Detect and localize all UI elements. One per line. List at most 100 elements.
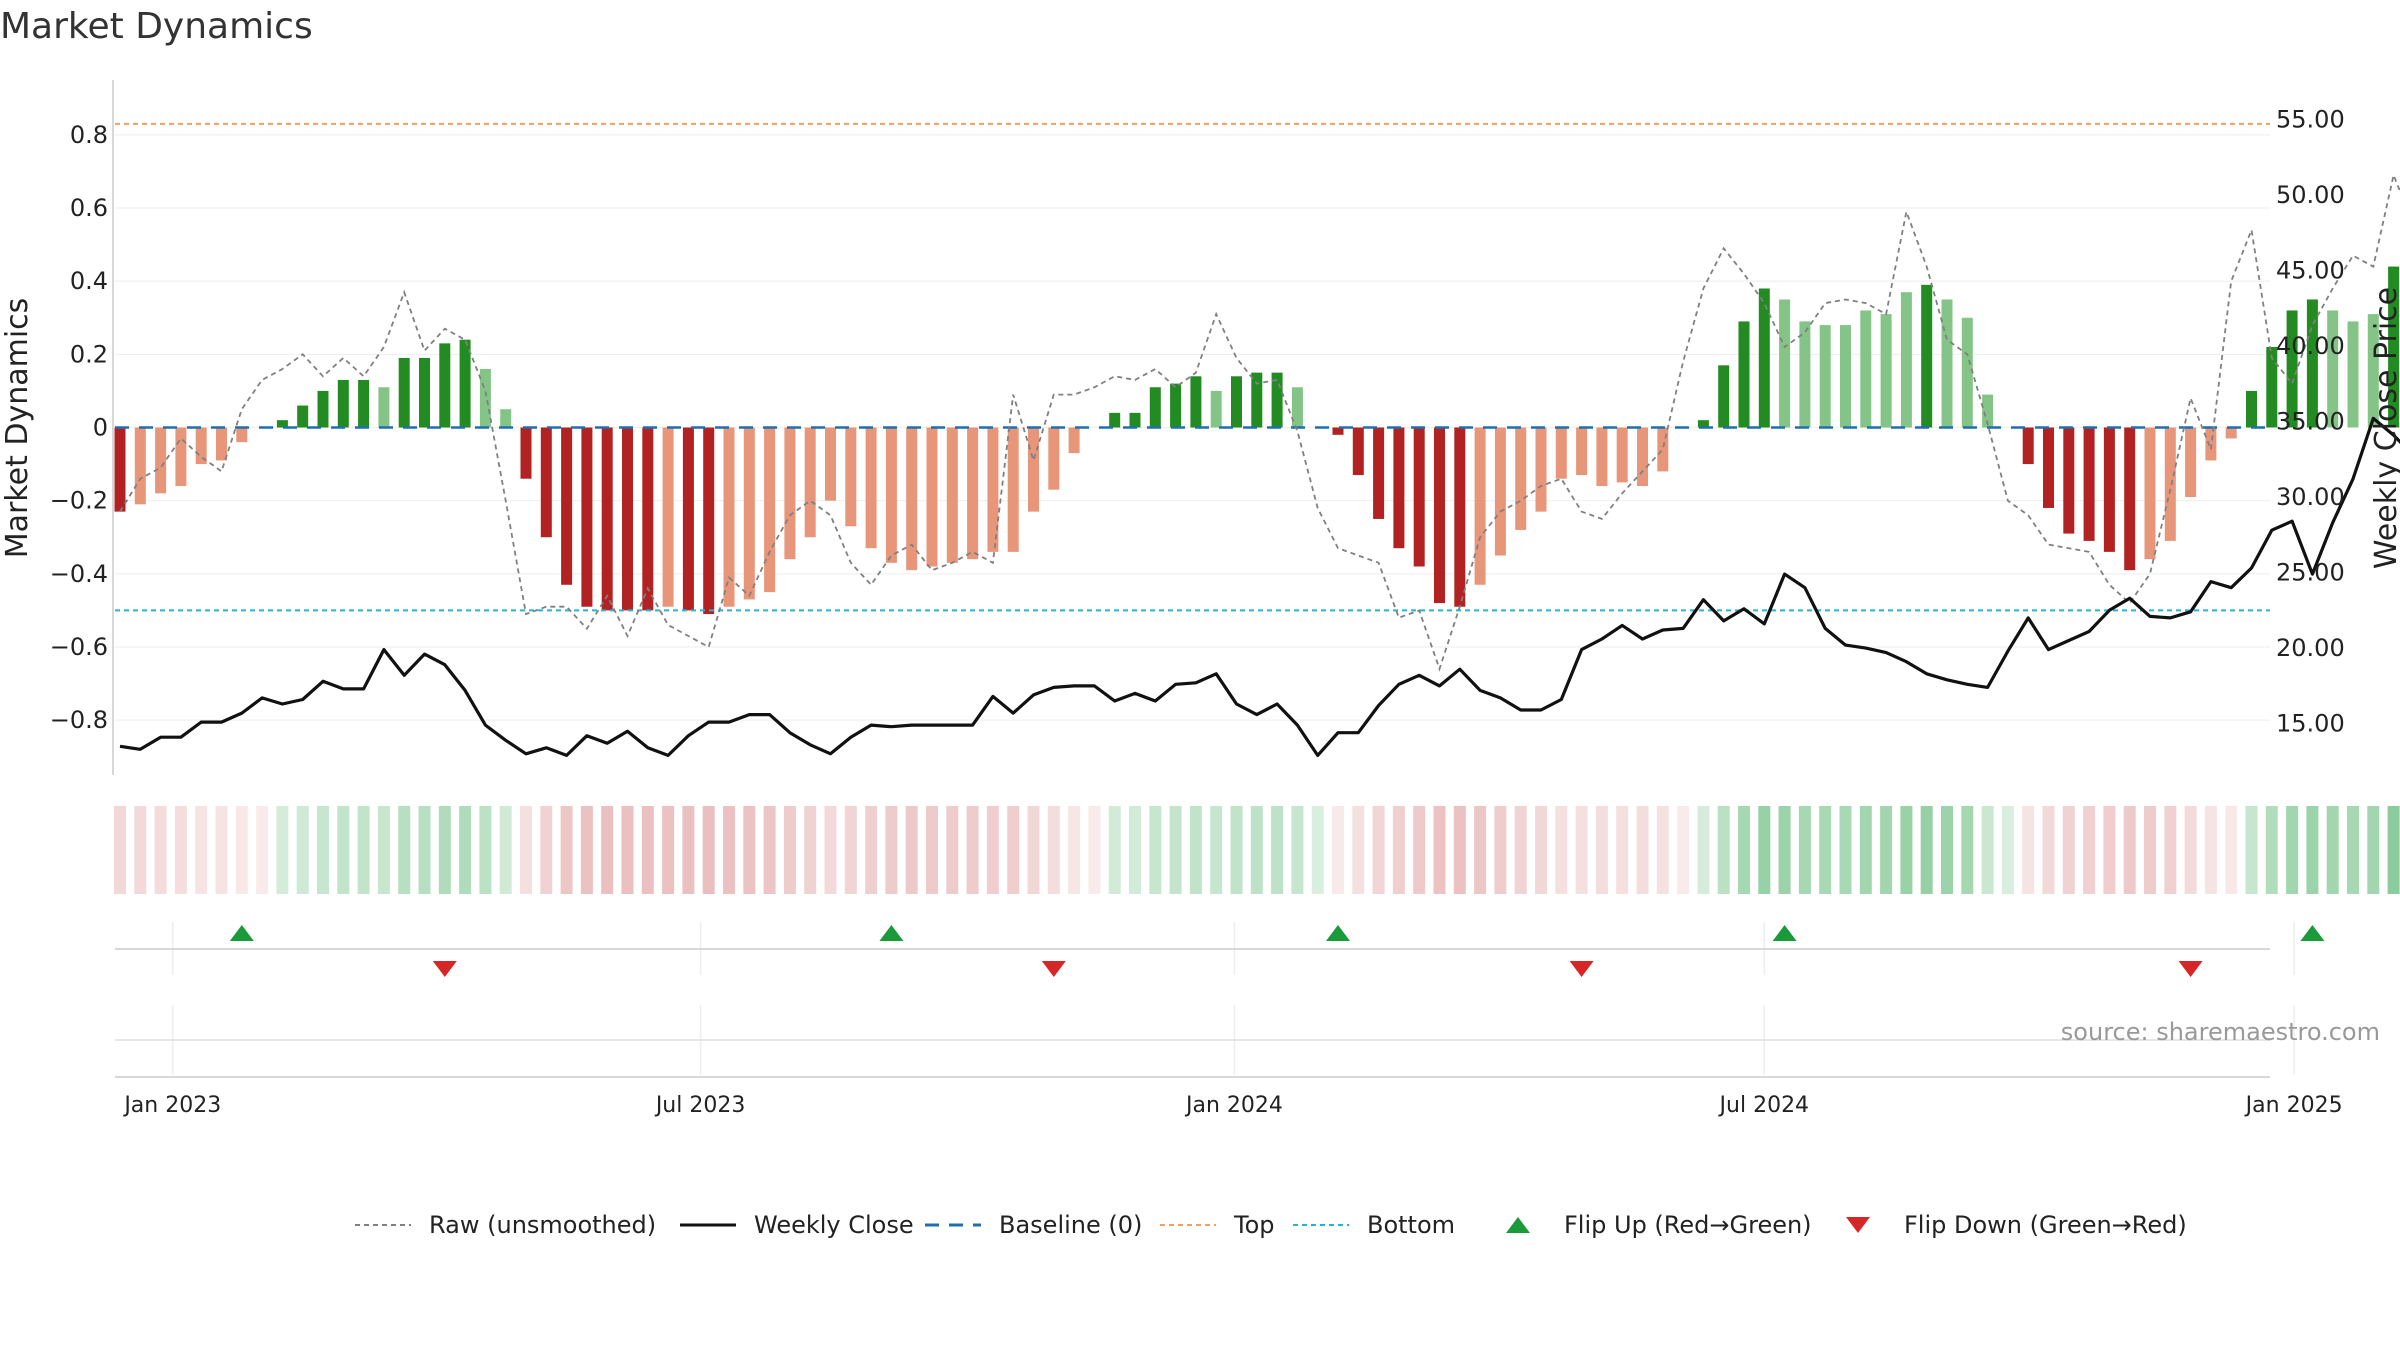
dynamics-bar-102 <box>2185 427 2197 497</box>
x-axis: Jan 2023 Jul 2023 Jan 2024 Jul 2024 Jan 2025… <box>122 1093 2342 1118</box>
dynamics-bar-88 <box>1900 292 1912 428</box>
left-tick-label-0: 0.8 <box>70 121 108 149</box>
dynamics-bar-106 <box>2266 347 2278 428</box>
dynamics-bar-31 <box>743 427 755 600</box>
dynamics-bar-40 <box>926 427 938 567</box>
right-tick-label-4: 35.00 <box>2276 407 2345 435</box>
heat-cell-77 <box>1677 806 1690 894</box>
heat-cell-65 <box>1433 806 1446 894</box>
heat-cell-49 <box>1108 806 1121 894</box>
heat-cell-19 <box>499 806 512 894</box>
dynamics-bar-8 <box>276 420 288 428</box>
heat-cell-47 <box>1068 806 1081 894</box>
heat-cell-94 <box>2022 806 2035 894</box>
dynamics-bar-45 <box>1028 427 1039 512</box>
bottom-panel <box>115 1005 2295 1078</box>
dynamics-bar-49 <box>1109 412 1121 428</box>
legend-label-baseline: Baseline (0) <box>999 1211 1142 1239</box>
heat-cell-6 <box>235 806 248 894</box>
right-tick-label-8: 15.00 <box>2276 710 2345 738</box>
dynamics-bar-79 <box>1718 365 1730 428</box>
dynamics-bar-101 <box>2164 427 2176 541</box>
dynamics-bar-73 <box>1596 427 1608 487</box>
heat-cell-108 <box>2306 806 2319 894</box>
dynamics-bar-99 <box>2124 427 2136 571</box>
heat-cell-48 <box>1088 806 1101 894</box>
flip-down-marker-3 <box>2178 961 2203 977</box>
dynamics-bar-92 <box>1982 394 1994 428</box>
dynamics-bar-66 <box>1454 427 1466 607</box>
left-tick-label-7: −0.6 <box>50 633 108 661</box>
heat-cell-96 <box>2062 806 2075 894</box>
heat-cell-56 <box>1250 806 1263 894</box>
dynamics-bar-94 <box>2022 427 2034 465</box>
close-series <box>119 416 2400 758</box>
dynamics-bar-109 <box>2327 310 2339 428</box>
legend-label-flipup: Flip Up (Red→Green) <box>1564 1211 1812 1239</box>
heat-cell-37 <box>865 806 878 894</box>
dynamics-bars <box>114 266 2400 615</box>
dynamics-bar-110 <box>2347 321 2359 428</box>
heat-cell-103 <box>2204 806 2217 894</box>
dynamics-bar-96 <box>2063 427 2075 534</box>
dynamics-bar-105 <box>2246 390 2257 428</box>
heat-cell-2 <box>154 806 167 894</box>
legend-label-close: Weekly Close <box>754 1211 914 1239</box>
weekly-close-line <box>119 416 2400 758</box>
dynamics-bar-58 <box>1291 387 1303 428</box>
dynamics-bar-62 <box>1373 427 1385 519</box>
heat-cell-15 <box>418 806 431 894</box>
legend-label-bottom: Bottom <box>1367 1211 1455 1239</box>
heat-cell-21 <box>540 806 553 894</box>
dynamics-bar-16 <box>439 343 451 428</box>
dynamics-bar-104 <box>2225 427 2237 439</box>
dynamics-bar-69 <box>1515 427 1527 530</box>
x-tick-label-1: Jul 2023 <box>654 1093 746 1118</box>
heat-cell-29 <box>702 806 715 894</box>
heat-cell-84 <box>1819 806 1832 894</box>
left-tick-label-1: 0.6 <box>70 194 108 222</box>
heat-cell-16 <box>438 806 451 894</box>
dynamics-bar-82 <box>1779 299 1791 428</box>
heat-cell-27 <box>662 806 675 894</box>
dynamics-bar-22 <box>561 427 573 585</box>
dynamics-bar-98 <box>2103 427 2115 552</box>
heat-cell-3 <box>174 806 187 894</box>
dynamics-bar-47 <box>1068 427 1080 454</box>
legend-swatch-flip-up <box>1506 1217 1530 1233</box>
dynamics-bar-64 <box>1413 427 1425 567</box>
x-tick-label-2: Jan 2024 <box>1184 1093 1283 1118</box>
heat-cell-45 <box>1027 806 1040 894</box>
heat-cell-61 <box>1352 806 1365 894</box>
dynamics-bar-70 <box>1535 427 1547 512</box>
heat-cell-80 <box>1738 806 1750 894</box>
heat-cell-41 <box>946 806 959 894</box>
heat-cell-102 <box>2184 806 2197 894</box>
flip-markers-panel <box>115 922 2325 977</box>
dynamics-bar-55 <box>1231 376 1242 428</box>
heat-cell-11 <box>337 806 350 894</box>
dynamics-bar-89 <box>1921 284 1933 428</box>
dynamics-bar-61 <box>1352 427 1364 476</box>
dynamics-bar-97 <box>2083 427 2095 541</box>
dynamics-bar-35 <box>825 427 836 501</box>
heat-cell-95 <box>2042 806 2055 894</box>
heat-cell-79 <box>1717 806 1730 894</box>
right-tick-label-0: 55.00 <box>2276 105 2345 133</box>
heat-cell-14 <box>398 806 411 894</box>
flip-down-marker-2 <box>1569 961 1594 977</box>
heat-cell-12 <box>357 806 370 894</box>
heat-cell-24 <box>601 806 614 894</box>
heat-cell-43 <box>986 806 999 894</box>
flip-up-marker-0 <box>229 925 254 941</box>
dynamics-bar-9 <box>297 405 309 428</box>
heat-cell-35 <box>824 806 837 894</box>
heat-cell-67 <box>1474 806 1487 894</box>
heat-cell-53 <box>1189 806 1202 894</box>
heat-cell-7 <box>256 806 269 894</box>
dynamics-bar-26 <box>642 427 654 611</box>
dynamics-bar-21 <box>540 427 552 538</box>
dynamics-bar-34 <box>804 427 816 538</box>
dynamics-bar-107 <box>2286 310 2298 428</box>
